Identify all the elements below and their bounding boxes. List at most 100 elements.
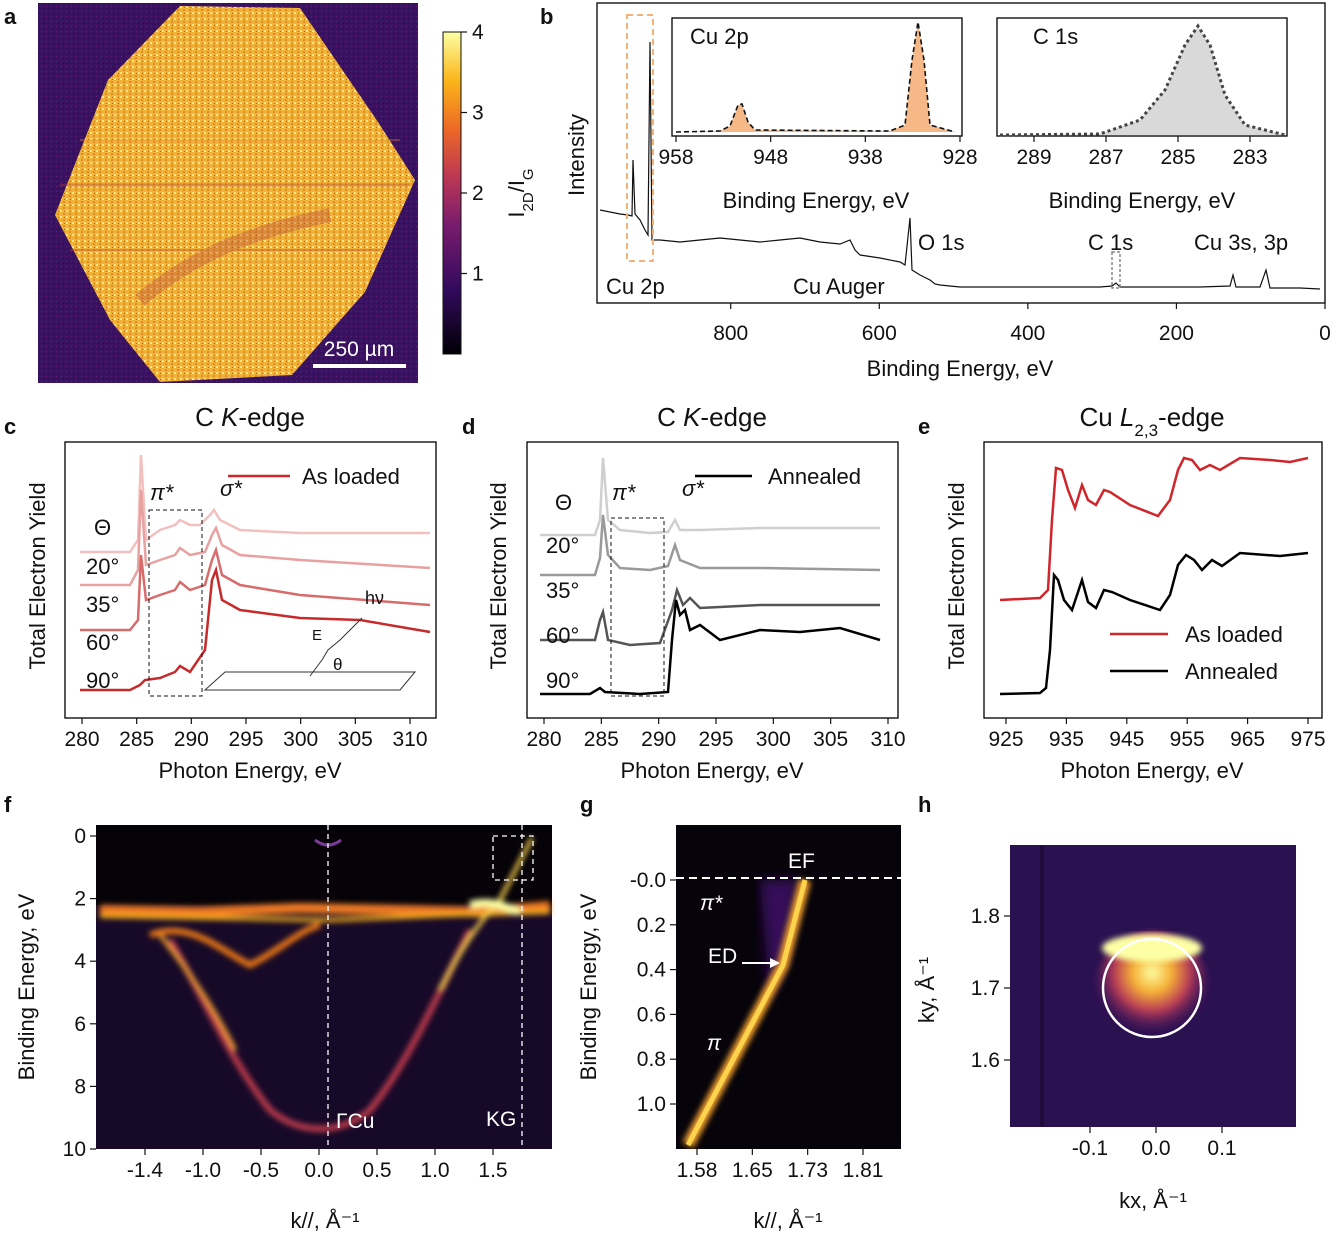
panel-g-tick-label: 1.81 — [843, 1159, 884, 1182]
panel-h: -0.1 0.0 0.1 1.8 1.7 1.6 ky, Å⁻¹ kx, Å⁻¹ — [914, 845, 1296, 1213]
annot-hv: hν — [365, 588, 384, 608]
curve-c-90 — [80, 565, 431, 692]
xps-tick-label: 600 — [862, 322, 897, 345]
inset-cu2p-tick-label: 958 — [658, 146, 693, 169]
panel-c-tick-label: 290 — [174, 728, 209, 751]
curve-e-annealed — [999, 551, 1309, 696]
c1s-highlight-box — [1111, 251, 1121, 289]
zoom-box — [492, 835, 534, 881]
panel-e-frame — [983, 441, 1323, 719]
fs-circle — [1101, 937, 1203, 1039]
arpes-bands — [99, 837, 551, 1132]
annot-c-pi-star: π* — [150, 480, 175, 505]
panel-e-tick-label: 925 — [988, 728, 1023, 751]
annot-ed: ED — [708, 945, 737, 968]
panel-f-y-tick-label: 0 — [74, 825, 86, 848]
annot-cu3s3p: Cu 3s, 3p — [1194, 230, 1288, 255]
panel-g-xlabel: k//, Å⁻¹ — [753, 1208, 822, 1233]
panel-g-y-tick-label: 0.6 — [637, 1003, 666, 1026]
pi-band — [685, 879, 808, 1147]
inset-cu2p-line — [675, 21, 956, 133]
fs-glow — [1094, 932, 1210, 1048]
panel-e-xlabel: Photon Energy, eV — [1060, 758, 1243, 783]
annot-c1s: C 1s — [1088, 230, 1133, 255]
panel-label-b: b — [540, 4, 553, 29]
panel-f: ΓCu KG -1.4 -1.0 -0.5 0.0 0.5 1.0 1.5 0 2 4 6 8 10 B… — [14, 825, 552, 1233]
curve-d-20 — [540, 457, 880, 537]
xps-tick-label: 400 — [1010, 322, 1045, 345]
panel-g-ylabel: Binding Energy, eV — [576, 893, 601, 1080]
label-c-35: 35° — [86, 592, 119, 617]
annot-cu2p: Cu 2p — [606, 274, 665, 299]
panel-d-xticks: 280 285 290 295 300 305 310 — [526, 718, 906, 751]
panel-d-xlabel: Photon Energy, eV — [620, 758, 803, 783]
curve-c-35 — [80, 489, 431, 587]
annot-cu-auger: Cu Auger — [793, 274, 885, 299]
xps-xlabel: Binding Energy, eV — [867, 356, 1054, 381]
panel-c-ylabel: Total Electron Yield — [25, 482, 50, 669]
panel-g-y-tick-label: 0.2 — [637, 914, 666, 937]
inset-c1s-fill — [1000, 26, 1285, 135]
panel-g-y-tick-label: 1.0 — [637, 1093, 666, 1116]
xps-tick-label: 800 — [713, 322, 748, 345]
legend-e-annealed: Annealed — [1185, 659, 1278, 684]
panel-e-ylabel: Total Electron Yield — [944, 482, 969, 669]
xps-tick-label: 200 — [1159, 322, 1194, 345]
panel-h-tick-label: -0.1 — [1072, 1137, 1108, 1160]
panel-b: Intensity Cu 2p Cu Auger O 1s C 1s Cu 3s… — [564, 2, 1331, 381]
panel-h-ticks: -0.1 0.0 0.1 1.8 1.7 1.6 — [971, 905, 1237, 1160]
panel-a: 250 µm 1 2 3 4 I2D/IG — [38, 3, 537, 383]
panel-c: C K-edge Total Electron Yield As loaded … — [25, 402, 437, 783]
panel-label-h: h — [918, 792, 931, 817]
panel-d-tick-label: 300 — [756, 728, 791, 751]
xps-survey-line — [599, 41, 1321, 290]
panel-d-ylabel: Total Electron Yield — [486, 482, 511, 669]
panel-d-tick-label: 280 — [526, 728, 561, 751]
panel-c-tick-label: 300 — [283, 728, 318, 751]
curve-d-35 — [540, 514, 881, 577]
annot-theta: θ — [333, 655, 342, 674]
panel-c-frame — [64, 441, 437, 719]
panel-label-a: a — [4, 4, 17, 29]
panel-f-tick-label: 0.5 — [362, 1159, 391, 1182]
panel-f-tick-label: 1.5 — [478, 1159, 507, 1182]
label-d-90: 90° — [546, 668, 579, 693]
panel-d-tick-label: 305 — [813, 728, 848, 751]
colorbar-label: I2D/IG — [504, 168, 537, 217]
graphene-hexagon — [55, 6, 415, 382]
panel-g-y-tick-label: -0.0 — [630, 869, 666, 892]
panel-label-f: f — [4, 792, 12, 817]
curve-d-60 — [540, 585, 880, 647]
panel-labels: a b c d e f g h — [4, 4, 931, 817]
inset-c1s-tick-label: 289 — [1016, 146, 1051, 169]
annot-d-theta: Θ — [555, 490, 572, 515]
colorbar-tick-label: 3 — [472, 102, 484, 125]
xps-ylabel: Intensity — [564, 114, 589, 196]
curve-e-as-loaded — [999, 456, 1309, 602]
panel-c-xticks: 280 285 290 295 300 305 310 — [64, 718, 428, 751]
annot-d-sigma-star: σ* — [682, 476, 705, 501]
panel-g: EF π* ED π 1.58 1.65 1.73 1.81 -0.0 0.2 0.4 0.6… — [576, 825, 901, 1233]
inset-cu2p-xlabel: Binding Energy, eV — [723, 188, 910, 213]
panel-g-tick-label: 1.73 — [787, 1159, 828, 1182]
panel-d-frame — [526, 441, 899, 719]
inset-c1s-tick-label: 285 — [1160, 146, 1195, 169]
panel-c-tick-label: 280 — [64, 728, 99, 751]
pi-star-box-c — [148, 509, 203, 697]
panel-d-tick-label: 295 — [698, 728, 733, 751]
label-d-35: 35° — [546, 578, 579, 603]
label-c-90: 90° — [86, 668, 119, 693]
panel-label-c: c — [4, 414, 16, 439]
panel-f-y-tick-label: 6 — [74, 1013, 86, 1036]
inset-cu2p-tick-label: 928 — [942, 146, 977, 169]
map-stripes — [60, 139, 410, 306]
pi-star-box-d — [610, 517, 665, 697]
curve-d-90 — [540, 599, 881, 696]
colorbar-ticks: 1 2 3 4 — [461, 21, 484, 286]
panel-d-tick-label: 310 — [870, 728, 905, 751]
inset-cu2p-fill — [676, 22, 955, 132]
panel-g-tick-label: 1.58 — [677, 1159, 718, 1182]
colorbar-tick-label: 2 — [472, 182, 484, 205]
legend-annealed: Annealed — [768, 464, 861, 489]
